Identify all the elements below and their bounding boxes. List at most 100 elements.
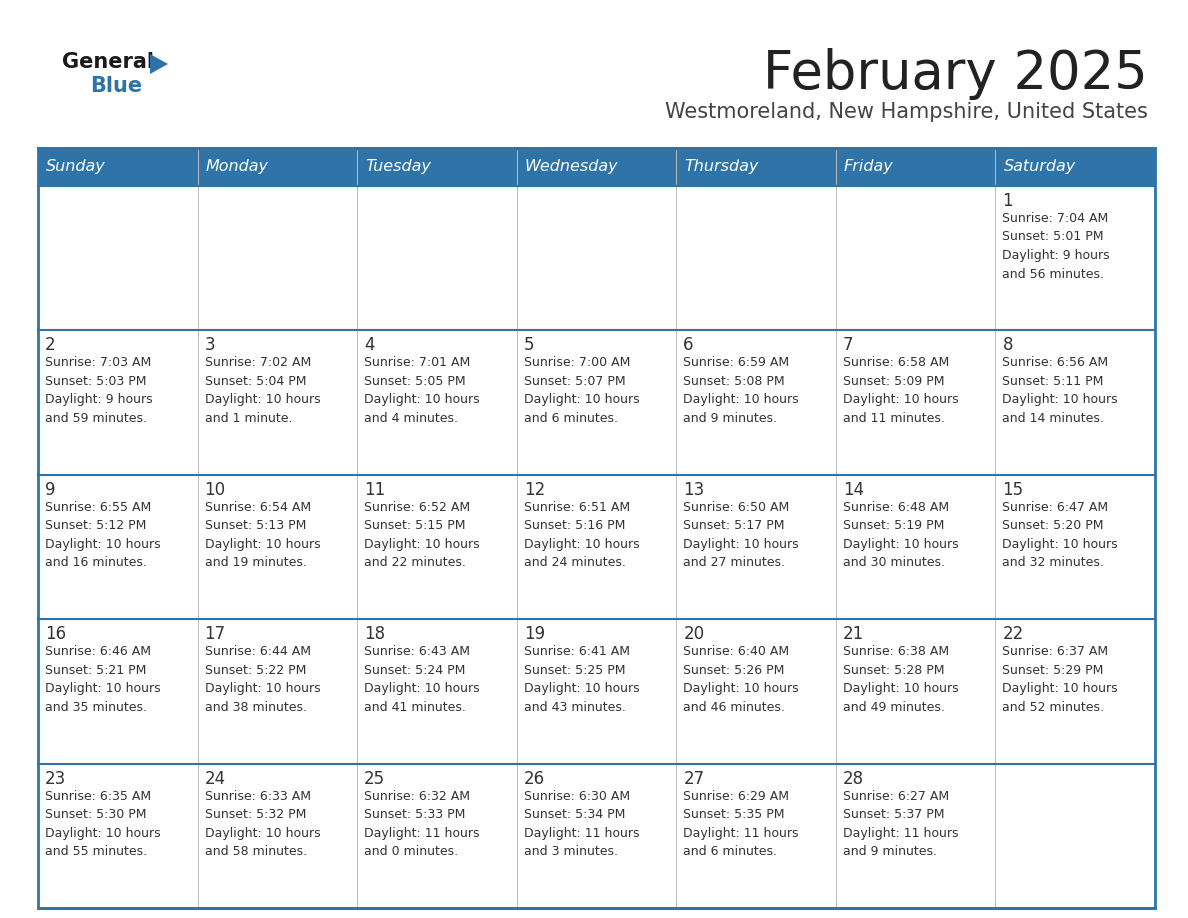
Bar bbox=[38, 148, 1155, 908]
Text: Thursday: Thursday bbox=[684, 160, 759, 174]
Text: Sunset: 5:07 PM: Sunset: 5:07 PM bbox=[524, 375, 625, 388]
Text: Sunset: 5:09 PM: Sunset: 5:09 PM bbox=[842, 375, 944, 388]
Bar bbox=[517, 330, 676, 475]
Text: Daylight: 10 hours: Daylight: 10 hours bbox=[524, 394, 639, 407]
Text: Sunset: 5:29 PM: Sunset: 5:29 PM bbox=[1003, 664, 1104, 677]
Bar bbox=[836, 764, 996, 908]
Bar bbox=[197, 620, 358, 764]
Text: 12: 12 bbox=[524, 481, 545, 498]
Text: Daylight: 10 hours: Daylight: 10 hours bbox=[842, 394, 959, 407]
Text: and 19 minutes.: and 19 minutes. bbox=[204, 556, 307, 569]
Text: Sunrise: 6:54 AM: Sunrise: 6:54 AM bbox=[204, 501, 311, 514]
Bar bbox=[38, 148, 197, 186]
Text: Daylight: 9 hours: Daylight: 9 hours bbox=[1003, 249, 1110, 262]
Text: Blue: Blue bbox=[90, 76, 143, 96]
Bar bbox=[197, 186, 358, 330]
Text: Daylight: 11 hours: Daylight: 11 hours bbox=[842, 826, 959, 840]
Bar bbox=[517, 475, 676, 620]
Text: 19: 19 bbox=[524, 625, 545, 644]
Text: Sunset: 5:15 PM: Sunset: 5:15 PM bbox=[365, 520, 466, 532]
Text: 21: 21 bbox=[842, 625, 864, 644]
Text: Sunday: Sunday bbox=[46, 160, 106, 174]
Text: Sunset: 5:33 PM: Sunset: 5:33 PM bbox=[365, 808, 466, 821]
Bar bbox=[358, 764, 517, 908]
Text: 28: 28 bbox=[842, 769, 864, 788]
Text: Sunrise: 7:04 AM: Sunrise: 7:04 AM bbox=[1003, 212, 1108, 225]
Text: Daylight: 11 hours: Daylight: 11 hours bbox=[365, 826, 480, 840]
Text: Daylight: 10 hours: Daylight: 10 hours bbox=[365, 682, 480, 695]
Text: and 58 minutes.: and 58 minutes. bbox=[204, 845, 307, 858]
Bar bbox=[197, 148, 358, 186]
Text: Sunrise: 6:40 AM: Sunrise: 6:40 AM bbox=[683, 645, 789, 658]
Text: Sunrise: 6:35 AM: Sunrise: 6:35 AM bbox=[45, 789, 151, 802]
Text: Sunrise: 6:58 AM: Sunrise: 6:58 AM bbox=[842, 356, 949, 369]
Text: 2: 2 bbox=[45, 336, 56, 354]
Text: and 41 minutes.: and 41 minutes. bbox=[365, 700, 466, 713]
Text: Sunrise: 6:52 AM: Sunrise: 6:52 AM bbox=[365, 501, 470, 514]
Text: Sunrise: 6:48 AM: Sunrise: 6:48 AM bbox=[842, 501, 949, 514]
Text: Daylight: 10 hours: Daylight: 10 hours bbox=[45, 826, 160, 840]
Text: Daylight: 10 hours: Daylight: 10 hours bbox=[365, 538, 480, 551]
Text: 26: 26 bbox=[524, 769, 545, 788]
Text: 27: 27 bbox=[683, 769, 704, 788]
Text: Sunset: 5:16 PM: Sunset: 5:16 PM bbox=[524, 520, 625, 532]
Bar bbox=[836, 620, 996, 764]
Text: Sunset: 5:19 PM: Sunset: 5:19 PM bbox=[842, 520, 944, 532]
Text: 16: 16 bbox=[45, 625, 67, 644]
Text: Sunset: 5:03 PM: Sunset: 5:03 PM bbox=[45, 375, 146, 388]
Polygon shape bbox=[150, 54, 168, 74]
Text: and 6 minutes.: and 6 minutes. bbox=[524, 412, 618, 425]
Text: 24: 24 bbox=[204, 769, 226, 788]
Text: 20: 20 bbox=[683, 625, 704, 644]
Bar bbox=[676, 475, 836, 620]
Text: 3: 3 bbox=[204, 336, 215, 354]
Bar bbox=[676, 330, 836, 475]
Text: and 38 minutes.: and 38 minutes. bbox=[204, 700, 307, 713]
Bar bbox=[38, 475, 197, 620]
Text: Daylight: 10 hours: Daylight: 10 hours bbox=[524, 538, 639, 551]
Text: Sunset: 5:04 PM: Sunset: 5:04 PM bbox=[204, 375, 307, 388]
Bar bbox=[38, 764, 197, 908]
Text: Sunrise: 6:30 AM: Sunrise: 6:30 AM bbox=[524, 789, 630, 802]
Text: and 49 minutes.: and 49 minutes. bbox=[842, 700, 944, 713]
Text: Daylight: 10 hours: Daylight: 10 hours bbox=[842, 682, 959, 695]
Bar bbox=[358, 148, 517, 186]
Text: 10: 10 bbox=[204, 481, 226, 498]
Text: Sunrise: 6:44 AM: Sunrise: 6:44 AM bbox=[204, 645, 310, 658]
Text: Sunset: 5:01 PM: Sunset: 5:01 PM bbox=[1003, 230, 1104, 243]
Text: Daylight: 10 hours: Daylight: 10 hours bbox=[1003, 538, 1118, 551]
Text: Sunrise: 6:46 AM: Sunrise: 6:46 AM bbox=[45, 645, 151, 658]
Text: Sunset: 5:24 PM: Sunset: 5:24 PM bbox=[365, 664, 466, 677]
Text: Daylight: 10 hours: Daylight: 10 hours bbox=[365, 394, 480, 407]
Text: and 11 minutes.: and 11 minutes. bbox=[842, 412, 944, 425]
Text: Sunset: 5:35 PM: Sunset: 5:35 PM bbox=[683, 808, 785, 821]
Bar bbox=[676, 764, 836, 908]
Text: Sunset: 5:25 PM: Sunset: 5:25 PM bbox=[524, 664, 625, 677]
Text: 1: 1 bbox=[1003, 192, 1013, 210]
Text: 6: 6 bbox=[683, 336, 694, 354]
Text: and 46 minutes.: and 46 minutes. bbox=[683, 700, 785, 713]
Text: Sunset: 5:30 PM: Sunset: 5:30 PM bbox=[45, 808, 146, 821]
Text: Daylight: 10 hours: Daylight: 10 hours bbox=[204, 394, 321, 407]
Text: Sunrise: 6:27 AM: Sunrise: 6:27 AM bbox=[842, 789, 949, 802]
Text: 8: 8 bbox=[1003, 336, 1013, 354]
Text: Daylight: 11 hours: Daylight: 11 hours bbox=[524, 826, 639, 840]
Text: Sunset: 5:11 PM: Sunset: 5:11 PM bbox=[1003, 375, 1104, 388]
Bar bbox=[676, 186, 836, 330]
Text: and 30 minutes.: and 30 minutes. bbox=[842, 556, 944, 569]
Text: 17: 17 bbox=[204, 625, 226, 644]
Text: and 43 minutes.: and 43 minutes. bbox=[524, 700, 626, 713]
Bar bbox=[996, 330, 1155, 475]
Bar bbox=[836, 475, 996, 620]
Text: 11: 11 bbox=[365, 481, 385, 498]
Text: 14: 14 bbox=[842, 481, 864, 498]
Bar bbox=[517, 186, 676, 330]
Bar bbox=[517, 764, 676, 908]
Text: and 6 minutes.: and 6 minutes. bbox=[683, 845, 777, 858]
Text: Wednesday: Wednesday bbox=[525, 160, 618, 174]
Text: Sunset: 5:26 PM: Sunset: 5:26 PM bbox=[683, 664, 784, 677]
Text: 5: 5 bbox=[524, 336, 535, 354]
Text: Daylight: 10 hours: Daylight: 10 hours bbox=[683, 682, 798, 695]
Text: Sunrise: 6:59 AM: Sunrise: 6:59 AM bbox=[683, 356, 789, 369]
Bar bbox=[197, 330, 358, 475]
